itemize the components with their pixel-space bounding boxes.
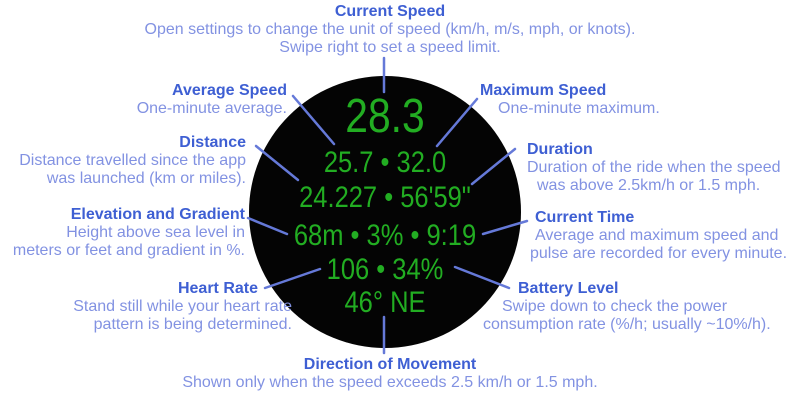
annotation-heart-rate: Heart Rate Stand still while your heart … — [73, 279, 292, 334]
annotation-heart-rate-line: Stand still while your heart rate — [73, 298, 292, 315]
annotation-elevation-gradient: Elevation and Gradient Height above sea … — [13, 205, 245, 260]
annotation-heart-rate-title: Heart Rate — [177, 280, 258, 297]
annotation-maximum-speed-title: Maximum Speed — [480, 82, 607, 99]
direction-value: 46° NE — [344, 286, 426, 319]
annotation-average-speed-title: Average Speed — [171, 82, 287, 99]
annotation-current-time-line: pulse are recorded for every minute. — [530, 245, 788, 262]
annotation-current-speed-line: Open settings to change the unit of spee… — [144, 21, 636, 38]
annotation-distance-line: Distance travelled since the app — [19, 152, 246, 169]
annotation-distance-line: was launched (km or miles). — [46, 170, 246, 187]
distance-duration-value: 24.227 • 56'59" — [299, 181, 471, 214]
annotation-elevation-gradient-line: meters or feet and gradient in %. — [12, 242, 245, 259]
annotation-battery-level-title: Battery Level — [518, 280, 619, 297]
annotation-maximum-speed: Maximum Speed One-minute maximum. — [480, 81, 660, 118]
annotation-current-time: Current Time Average and maximum speed a… — [530, 208, 787, 263]
avg-max-speed-value: 25.7 • 32.0 — [323, 146, 447, 179]
annotation-battery-level-line: Swipe down to check the power — [502, 298, 728, 315]
annotation-current-time-title: Current Time — [535, 209, 635, 226]
annotation-duration-line: was above 2.5km/h or 1.5 mph. — [537, 177, 761, 194]
annotation-current-speed-title: Current Speed — [334, 3, 446, 20]
annotation-elevation-gradient-line: Height above sea level in — [66, 224, 245, 241]
heartrate-battery-value: 106 • 34% — [326, 253, 444, 286]
annotation-elevation-gradient-title: Elevation and Gradient — [70, 206, 245, 223]
annotation-battery-level-line: consumption rate (%/h; usually ~10%/h). — [483, 316, 771, 333]
annotation-distance-title: Distance — [179, 134, 246, 151]
annotation-duration-line: Duration of the ride when the speed — [527, 159, 781, 176]
annotation-heart-rate-line: pattern is being determined. — [93, 316, 292, 333]
annotation-maximum-speed-line: One-minute maximum. — [498, 100, 660, 117]
annotation-direction-line: Shown only when the speed exceeds 2.5 km… — [182, 374, 598, 391]
annotation-distance: Distance Distance travelled since the ap… — [19, 133, 246, 188]
annotation-duration: Duration Duration of the ride when the s… — [527, 140, 781, 195]
annotation-current-speed: Current Speed Open settings to change th… — [0, 2, 780, 57]
annotation-direction-title: Direction of Movement — [303, 356, 477, 373]
annotation-current-time-line: Average and maximum speed and — [535, 227, 779, 244]
current-speed-value: 28.3 — [345, 90, 425, 143]
annotation-duration-title: Duration — [527, 141, 593, 158]
annotation-battery-level: Battery Level Swipe down to check the po… — [483, 279, 771, 334]
annotation-average-speed: Average Speed One-minute average. — [137, 81, 287, 118]
elevation-gradient-time-value: 68m • 3% • 9:19 — [293, 219, 477, 252]
annotation-direction: Direction of Movement Shown only when th… — [0, 355, 780, 392]
annotation-current-speed-line: Swipe right to set a speed limit. — [279, 39, 501, 56]
annotation-average-speed-line: One-minute average. — [136, 100, 287, 117]
